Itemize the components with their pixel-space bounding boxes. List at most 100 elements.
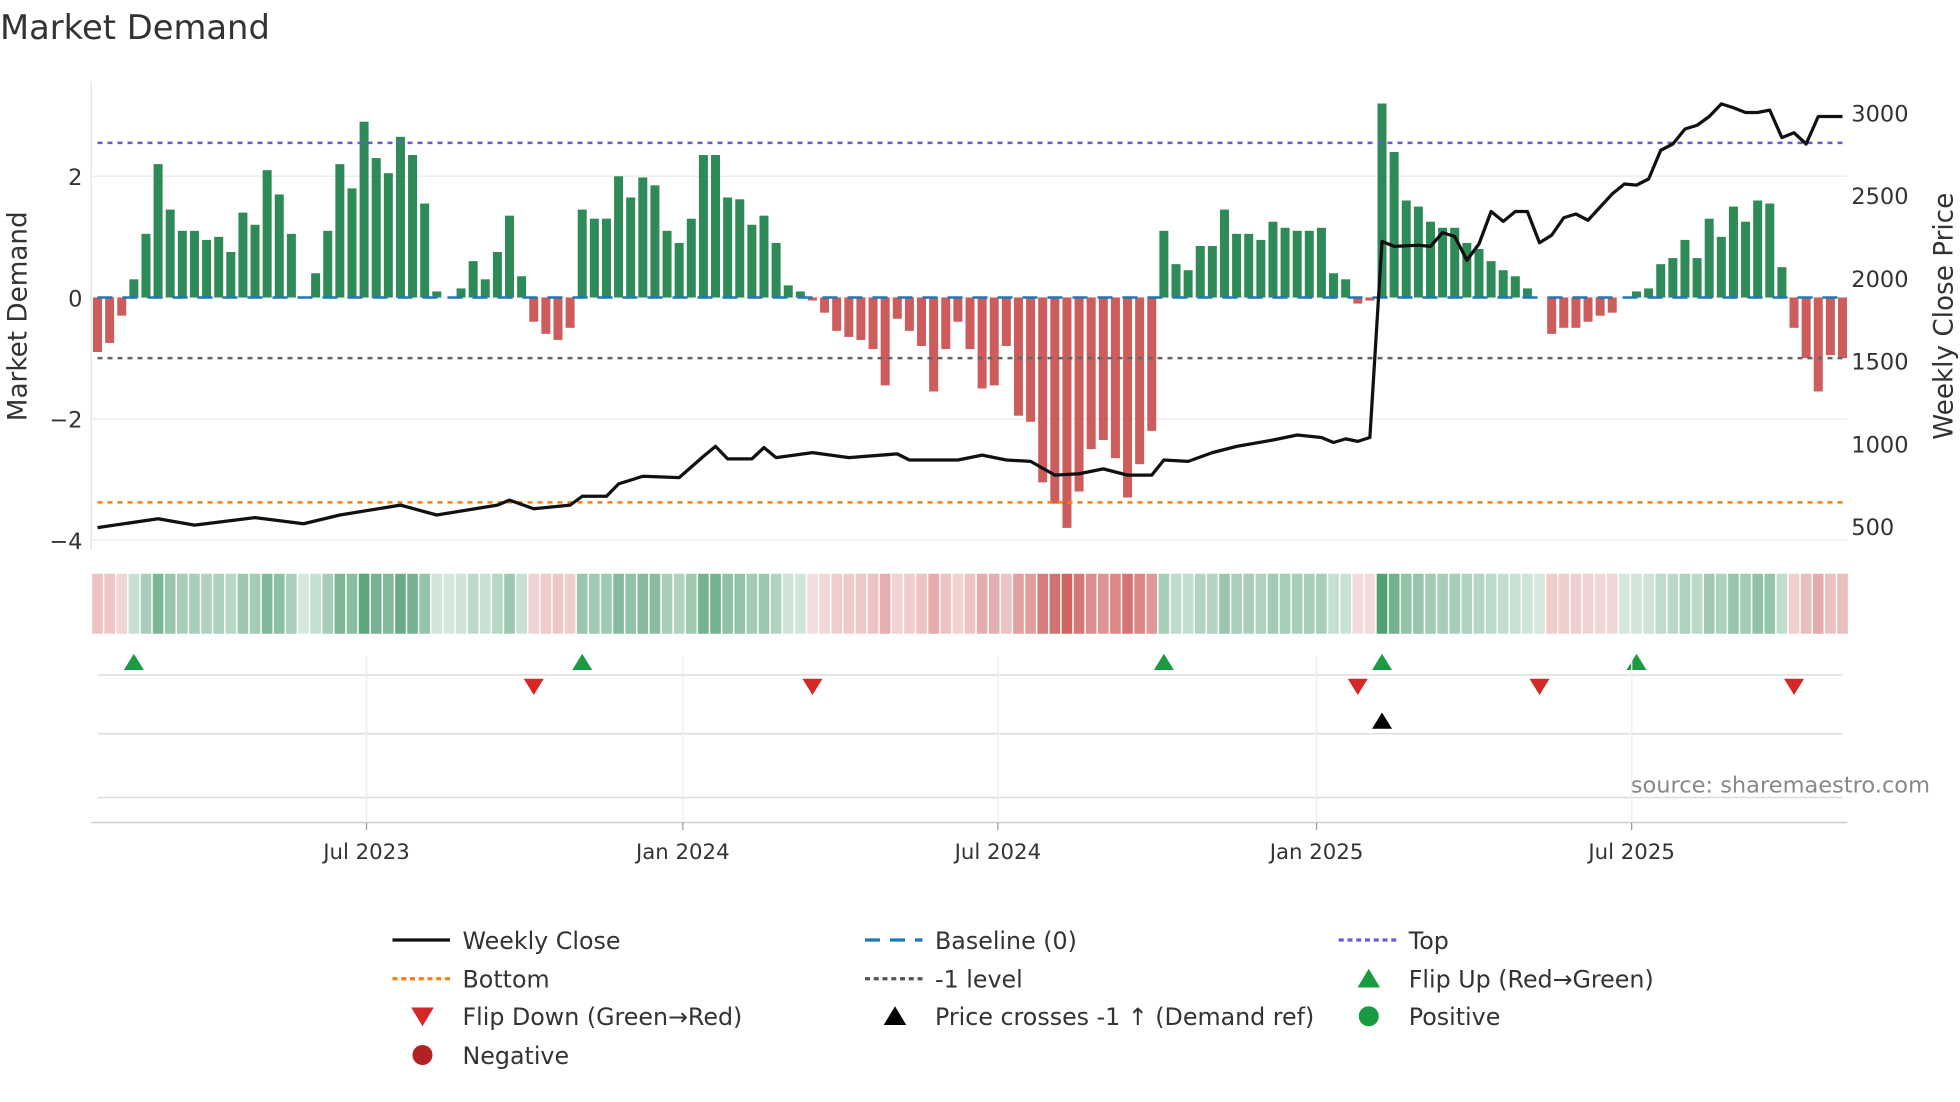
x-tick-label: Jul 2023 — [321, 840, 409, 865]
demand-bar — [177, 230, 187, 298]
demand-bar — [1813, 297, 1823, 392]
flip-up-marker — [572, 653, 593, 670]
heat-cell — [189, 573, 200, 634]
heat-cell — [1825, 573, 1836, 634]
heat-cell — [528, 573, 540, 634]
heat-cell — [1085, 573, 1097, 634]
demand-bar — [1474, 249, 1484, 298]
flip-down-marker — [1784, 678, 1805, 695]
heat-cell — [419, 573, 430, 634]
heat-cell — [952, 573, 964, 634]
y2-tick-label: 1000 — [1851, 432, 1908, 458]
heat-cell — [1037, 573, 1049, 634]
legend-swatch-dot — [412, 1045, 433, 1065]
y-tick-label: −4 — [49, 529, 82, 555]
heat-cell — [1606, 573, 1618, 634]
demand-bar — [1462, 242, 1472, 298]
heat-cell — [976, 573, 988, 634]
demand-bar — [1292, 230, 1302, 298]
heat-cell — [1497, 573, 1509, 634]
legend-label: Flip Up (Red→Green) — [1409, 966, 1654, 994]
flip-down-marker — [1347, 678, 1368, 695]
heat-cell — [1449, 573, 1461, 634]
demand-bar — [1244, 233, 1254, 298]
demand-bar — [93, 297, 102, 353]
demand-bar — [1728, 206, 1738, 298]
demand-bar — [747, 224, 757, 298]
heat-cell — [746, 573, 758, 634]
heat-cell — [1812, 573, 1824, 634]
demand-bar — [1413, 206, 1423, 298]
demand-bar — [1801, 297, 1811, 359]
heat-cell — [370, 573, 382, 634]
demand-bar — [408, 155, 418, 298]
demand-bar — [250, 224, 260, 298]
heat-cell — [261, 573, 273, 634]
heat-cell — [589, 573, 600, 634]
demand-bar — [1304, 230, 1314, 298]
demand-bar — [1171, 264, 1181, 298]
heat-cell — [1376, 573, 1388, 634]
heat-cell — [395, 573, 406, 634]
weekly-close-line — [97, 102, 1843, 530]
heat-cell — [1570, 573, 1582, 634]
heat-cell — [1522, 573, 1533, 634]
heat-cell — [637, 573, 649, 634]
heat-cell — [298, 573, 309, 634]
heat-cell — [116, 573, 128, 634]
demand-bar — [165, 209, 175, 298]
heat-cell — [1255, 573, 1267, 634]
demand-bar — [589, 218, 599, 298]
chart-title: Market Demand — [0, 8, 270, 47]
demand-bar — [1607, 297, 1617, 313]
heat-cell — [164, 573, 176, 634]
heat-cell — [734, 573, 746, 634]
y2-tick-label: 3000 — [1851, 101, 1908, 127]
demand-bar — [1135, 297, 1145, 465]
heat-cell — [1534, 573, 1545, 634]
heat-cell — [964, 573, 976, 634]
heat-cell — [1207, 573, 1218, 634]
demand-bar — [1559, 297, 1569, 328]
flip-down-marker — [1529, 678, 1550, 695]
legend-label: Bottom — [463, 966, 550, 994]
heat-cell — [383, 573, 394, 634]
heat-cell — [1182, 573, 1194, 634]
heat-cell — [213, 573, 224, 634]
demand-bar — [1716, 236, 1726, 298]
demand-bar — [977, 297, 987, 389]
heat-cell — [661, 573, 673, 634]
demand-bar — [1013, 297, 1023, 416]
heat-cell — [1800, 573, 1812, 634]
heat-cell — [1776, 573, 1788, 634]
heat-cell — [1146, 573, 1158, 634]
heat-cell — [322, 573, 334, 634]
y-axis-label: Market Demand — [3, 211, 33, 421]
demand-bar — [1765, 203, 1775, 298]
heat-cell — [843, 573, 855, 634]
demand-bar — [541, 297, 551, 334]
heat-cell — [1194, 573, 1206, 634]
demand-bar — [711, 155, 721, 298]
demand-bar — [226, 252, 236, 298]
demand-bar — [662, 230, 672, 298]
demand-bar — [1389, 152, 1399, 298]
heat-cell — [710, 573, 721, 634]
heat-cell — [891, 573, 903, 634]
demand-bar — [468, 261, 478, 298]
demand-bar — [989, 297, 999, 386]
demand-bar — [904, 297, 914, 331]
y2-tick-label: 2500 — [1851, 184, 1908, 210]
demand-bar — [480, 279, 490, 298]
y-tick-label: −2 — [49, 408, 82, 434]
heat-cell — [1752, 573, 1763, 634]
legend-swatch-triangle — [883, 1006, 907, 1025]
heat-cell — [1558, 573, 1570, 634]
x-tick-label: Jan 2025 — [1268, 840, 1364, 865]
heat-cell — [1279, 573, 1291, 634]
heat-cell — [1134, 573, 1145, 634]
demand-bar — [517, 276, 527, 298]
heat-cell — [1340, 573, 1351, 634]
demand-bar — [1329, 273, 1339, 298]
legend-swatch-triangle — [411, 1007, 434, 1027]
